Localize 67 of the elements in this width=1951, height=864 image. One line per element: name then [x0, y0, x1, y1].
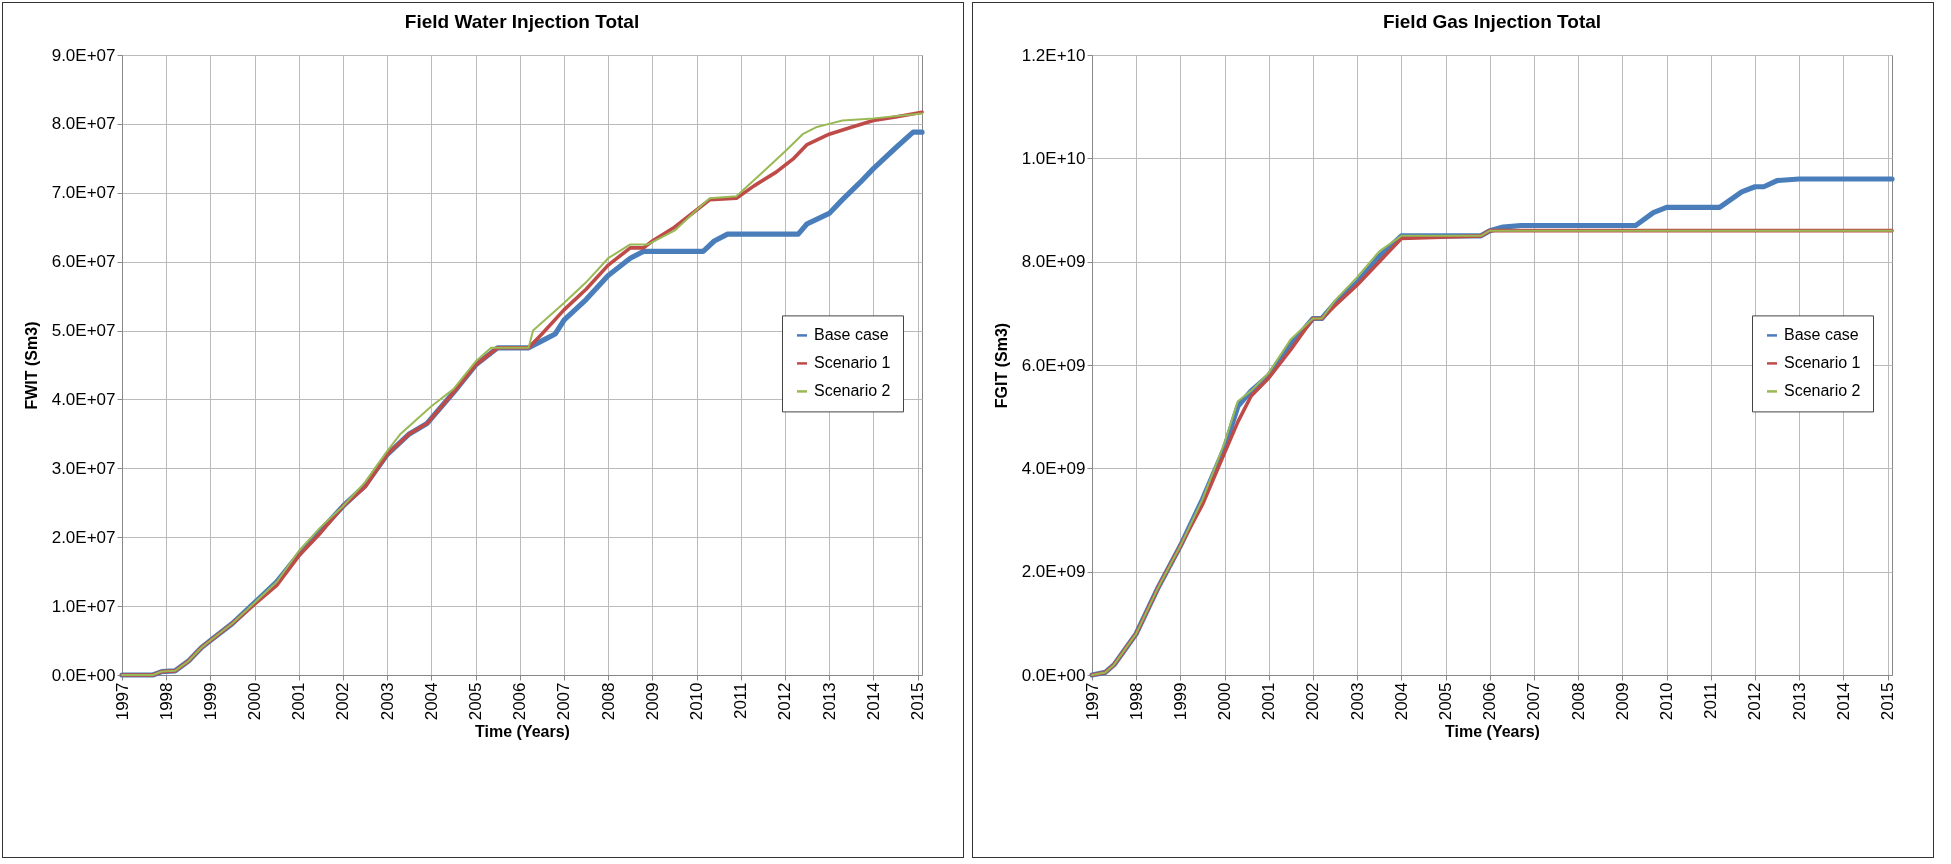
x-tick-label: 2014 — [863, 682, 883, 721]
x-tick-label: 2004 — [1391, 682, 1411, 721]
x-tick-label: 2015 — [908, 682, 928, 721]
x-tick-label: 1999 — [200, 682, 220, 721]
x-tick-label: 2012 — [1745, 682, 1765, 721]
x-tick-label: 2012 — [775, 682, 795, 721]
legend-label: Base case — [1784, 326, 1859, 344]
chart-title: Field Water Injection Total — [404, 11, 640, 32]
y-axis-title: FGIT (Sm3) — [992, 322, 1010, 409]
y-tick-label: 1.0E+10 — [1021, 148, 1086, 168]
y-tick-label: 7.0E+07 — [51, 183, 116, 203]
y-tick-label: 3.0E+07 — [51, 458, 116, 478]
x-tick-label: 2008 — [598, 682, 618, 721]
x-tick-label: 2015 — [1878, 682, 1898, 721]
y-tick-label: 1.0E+07 — [51, 596, 116, 616]
y-axis-title: FWIT (Sm3) — [22, 321, 40, 410]
y-tick-label: 8.0E+07 — [51, 114, 116, 134]
x-tick-label: 2003 — [377, 682, 397, 721]
x-tick-label: 2006 — [1480, 682, 1500, 721]
legend-label: Scenario 1 — [1784, 354, 1861, 372]
chart-title: Field Gas Injection Total — [1382, 11, 1602, 32]
x-tick-label: 2001 — [1259, 682, 1279, 721]
x-tick-label: 2000 — [1215, 682, 1235, 721]
legend-label: Base case — [814, 326, 889, 344]
x-tick-label: 2009 — [642, 682, 662, 721]
y-tick-label: 4.0E+09 — [1021, 458, 1086, 478]
x-tick-label: 1997 — [1082, 682, 1102, 721]
x-axis-title: Time (Years) — [1445, 723, 1540, 741]
legend-label: Scenario 2 — [1784, 382, 1861, 400]
x-tick-label: 2010 — [1657, 682, 1677, 721]
x-tick-label: 2011 — [1701, 682, 1721, 720]
y-tick-label: 1.2E+10 — [1021, 45, 1086, 65]
x-tick-label: 2000 — [245, 682, 265, 721]
x-tick-label: 2001 — [289, 682, 309, 721]
x-tick-label: 2002 — [333, 682, 353, 721]
x-tick-label: 2005 — [1436, 682, 1456, 721]
x-tick-label: 2013 — [1789, 682, 1809, 721]
x-tick-label: 2004 — [421, 682, 441, 721]
x-tick-label: 2003 — [1347, 682, 1367, 721]
y-tick-label: 5.0E+07 — [51, 321, 116, 341]
x-tick-label: 2007 — [554, 682, 574, 721]
y-tick-label: 6.0E+09 — [1021, 355, 1086, 375]
x-tick-label: 2008 — [1568, 682, 1588, 721]
x-tick-label: 2007 — [1524, 682, 1544, 721]
x-tick-label: 2006 — [510, 682, 530, 721]
y-tick-label: 2.0E+07 — [51, 527, 116, 547]
x-tick-label: 2014 — [1833, 682, 1853, 721]
y-tick-label: 0.0E+00 — [51, 665, 116, 685]
x-tick-label: 1997 — [112, 682, 132, 721]
legend-label: Scenario 1 — [814, 354, 891, 372]
x-tick-label: 2005 — [466, 682, 486, 721]
y-tick-label: 9.0E+07 — [51, 45, 116, 65]
x-tick-label: 1999 — [1170, 682, 1190, 721]
y-tick-label: 6.0E+07 — [51, 252, 116, 272]
y-tick-label: 2.0E+09 — [1021, 562, 1086, 582]
x-tick-label: 2009 — [1612, 682, 1632, 721]
x-tick-label: 2013 — [819, 682, 839, 721]
x-tick-label: 1998 — [1126, 682, 1146, 721]
y-tick-label: 0.0E+00 — [1021, 665, 1086, 685]
y-tick-label: 8.0E+09 — [1021, 252, 1086, 272]
x-tick-label: 2011 — [731, 682, 751, 720]
legend-label: Scenario 2 — [814, 382, 891, 400]
x-tick-label: 1998 — [156, 682, 176, 721]
y-tick-label: 4.0E+07 — [51, 389, 116, 409]
x-axis-title: Time (Years) — [475, 723, 570, 741]
x-tick-label: 2002 — [1303, 682, 1323, 721]
x-tick-label: 2010 — [687, 682, 707, 721]
